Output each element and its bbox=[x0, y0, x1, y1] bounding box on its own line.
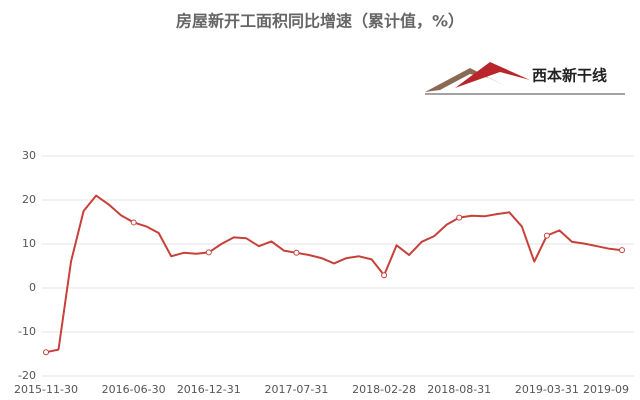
y-tick-label: 10 bbox=[22, 237, 36, 250]
logo: 西本新干线 bbox=[425, 62, 625, 95]
point bbox=[293, 249, 300, 256]
y-tick-label: -20 bbox=[18, 369, 36, 382]
x-tick-label: 2018-08-31 bbox=[427, 383, 491, 396]
logo-mark bbox=[425, 68, 505, 92]
x-tick-label: 2016-12-31 bbox=[177, 383, 241, 396]
x-tick-label: 2019-09 bbox=[583, 383, 629, 396]
y-tick-label: 0 bbox=[29, 281, 36, 294]
x-tick-label: 2017-07-31 bbox=[264, 383, 328, 396]
x-tick-label: 2019-03-31 bbox=[515, 383, 579, 396]
x-tick-label: 2015-11-30 bbox=[14, 383, 78, 396]
point bbox=[381, 272, 388, 279]
point bbox=[619, 247, 625, 254]
line bbox=[45, 194, 623, 354]
point bbox=[130, 219, 137, 226]
x-tick-label: 2018-02-28 bbox=[352, 383, 416, 396]
y-tick-label: 20 bbox=[22, 193, 36, 206]
y-tick-label: 30 bbox=[22, 149, 36, 162]
point bbox=[205, 249, 212, 256]
y-tick-label: -10 bbox=[18, 325, 36, 338]
point bbox=[456, 214, 463, 221]
logo-mark bbox=[455, 62, 530, 88]
logo-text: 西本新干线 bbox=[532, 67, 607, 85]
point bbox=[543, 232, 550, 239]
x-tick-label: 2016-06-30 bbox=[102, 383, 166, 396]
chart-title: 房屋新开工面积同比增速（累计值，%） bbox=[176, 12, 464, 31]
point bbox=[43, 349, 49, 356]
